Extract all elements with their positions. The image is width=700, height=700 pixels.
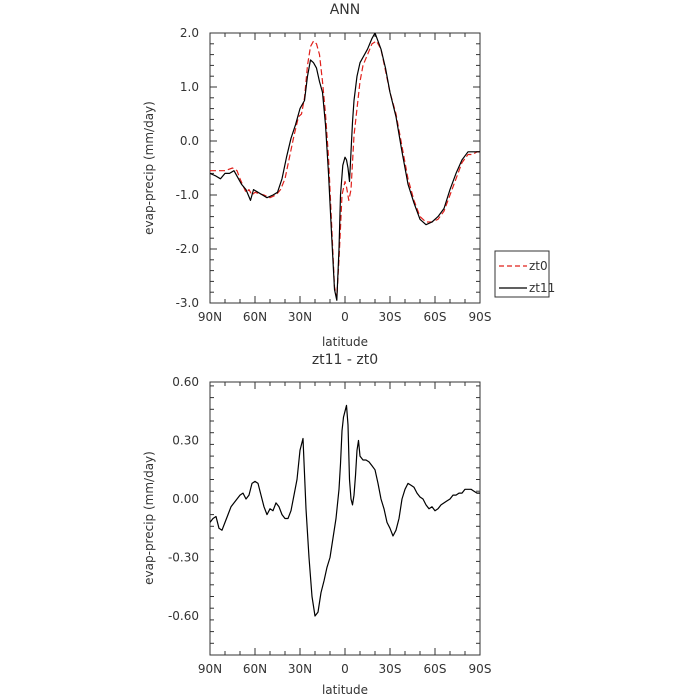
x-axis-label-annual: latitude — [322, 335, 368, 349]
y-tick-label: -0.30 — [168, 551, 199, 565]
x-tick-label: 60N — [243, 662, 267, 676]
y-tick-label: -3.0 — [176, 296, 199, 310]
panel-annual: ANN 90N 60N 30N 0 30S 60S 90S -3.0 -2.0 -1.0 0.0 1.… — [142, 2, 555, 349]
legend-label-zt0: zt0 — [529, 259, 548, 273]
y-tick-label: 0.00 — [172, 492, 199, 506]
y-tick-label: 2.0 — [180, 26, 199, 40]
panel-title-annual: ANN — [330, 2, 361, 18]
legend-box — [494, 250, 550, 298]
series-line-series-0 — [210, 404, 480, 617]
plot-frame — [209, 381, 481, 656]
x-tick-label: 60S — [424, 662, 447, 676]
y-tick-label: -2.0 — [176, 242, 199, 256]
y-tick-label: 0.30 — [172, 434, 199, 448]
x-tick-label: 60N — [243, 310, 267, 324]
legend-label-zt11: zt11 — [529, 281, 555, 295]
series-line-zt11 — [210, 33, 480, 301]
plot-area-annual: 90N 60N 30N 0 30S 60S 90S -3.0 -2.0 -1.0 0.0 1.0 2.0 — [176, 26, 492, 324]
y-tick-label: 0.0 — [180, 134, 199, 148]
x-tick-label: 90N — [198, 662, 222, 676]
y-tick-label: -0.60 — [168, 609, 199, 623]
x-tick-label: 30S — [379, 662, 402, 676]
panel-title-difference: zt11 - zt0 — [312, 352, 378, 368]
series-line-zt0 — [210, 40, 480, 299]
panel-difference: zt11 - zt0 90N 60N 30N 0 30S 60S 90S -0.60 -0.30… — [142, 352, 491, 697]
x-tick-label: 0 — [341, 310, 349, 324]
x-axis-label-difference: latitude — [322, 683, 368, 697]
x-tick-label: 30N — [288, 310, 312, 324]
x-tick-label: 90N — [198, 310, 222, 324]
legend: zt0 zt11 — [494, 250, 555, 298]
plot-area-difference: 90N 60N 30N 0 30S 60S 90S -0.60 -0.30 0.00 0.30 0.6… — [168, 375, 492, 676]
y-axis-label-difference: evap-precip (mm/day) — [142, 451, 156, 585]
y-tick-label: -1.0 — [176, 188, 199, 202]
x-tick-label: 0 — [341, 662, 349, 676]
x-tick-label: 30S — [379, 310, 402, 324]
x-tick-label: 90S — [469, 662, 492, 676]
x-tick-label: 30N — [288, 662, 312, 676]
plot-frame — [209, 32, 481, 304]
y-tick-label: 1.0 — [180, 80, 199, 94]
x-tick-label: 90S — [469, 310, 492, 324]
y-tick-label: 0.60 — [172, 375, 199, 389]
x-tick-label: 60S — [424, 310, 447, 324]
y-axis-label-annual: evap-precip (mm/day) — [142, 101, 156, 235]
